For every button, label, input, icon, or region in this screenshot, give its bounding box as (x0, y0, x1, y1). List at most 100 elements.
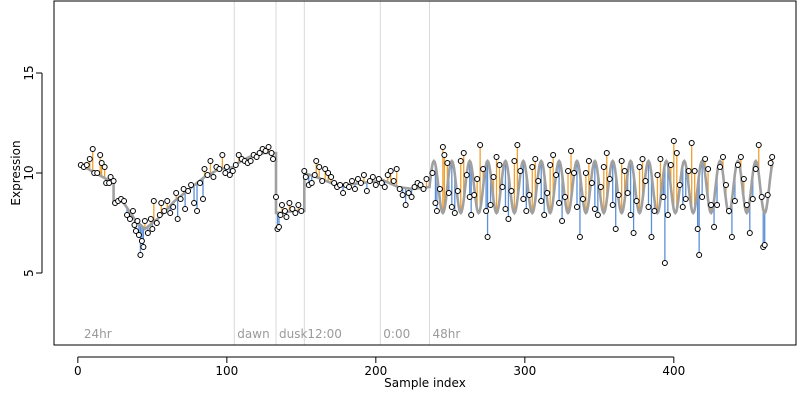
data-point (660, 194, 667, 200)
data-point (547, 162, 554, 168)
data-point (156, 212, 163, 218)
data-point (740, 176, 747, 182)
data-point (471, 192, 478, 198)
annotation-label: 48hr (432, 327, 460, 341)
data-point (372, 182, 379, 188)
data-point (101, 164, 108, 170)
data-point (182, 206, 189, 212)
data-point (517, 168, 524, 174)
data-point (627, 212, 634, 218)
data-point (514, 142, 521, 148)
data-point (289, 206, 296, 212)
data-point (399, 192, 406, 198)
data-point (405, 190, 412, 196)
y-tick-label: 5 (22, 269, 36, 277)
data-point (199, 196, 206, 202)
data-point (147, 216, 154, 222)
data-point (636, 164, 643, 170)
data-point (511, 158, 518, 164)
data-point (764, 192, 771, 198)
data-point (369, 174, 376, 180)
data-point (188, 182, 195, 188)
data-point (609, 202, 616, 208)
data-point (256, 150, 263, 156)
data-point (110, 178, 117, 184)
data-point (429, 170, 436, 176)
x-tick-label: 0 (74, 364, 82, 378)
data-point (423, 176, 430, 182)
data-point (448, 204, 455, 210)
data-point (375, 176, 382, 182)
data-point (226, 172, 233, 178)
data-point (550, 152, 557, 158)
data-point (457, 158, 464, 164)
data-point (758, 194, 765, 200)
data-point (474, 176, 481, 182)
annotation-label: dusk (279, 327, 307, 341)
data-point (538, 198, 545, 204)
data-point (579, 196, 586, 202)
data-point (153, 220, 160, 226)
fit-lines (80, 151, 774, 231)
data-point (363, 188, 370, 194)
data-point (216, 166, 223, 172)
annotation-labels: 24hr dawn dusk 12:00 0:00 48hr (84, 327, 461, 341)
data-point (433, 208, 440, 214)
data-point (441, 152, 448, 158)
y-axis-label: Expression (9, 140, 23, 205)
data-point (191, 200, 198, 206)
annotation-vlines (233, 1, 430, 345)
data-point (161, 208, 168, 214)
data-point (381, 184, 388, 190)
data-point (134, 218, 141, 224)
data-point (325, 170, 332, 176)
data-point (654, 172, 661, 178)
data-point (194, 208, 201, 214)
data-point (731, 198, 738, 204)
data-point (559, 218, 566, 224)
data-point (378, 180, 385, 186)
data-point (576, 234, 583, 240)
data-point (86, 156, 93, 162)
data-point (688, 140, 695, 146)
data-point (529, 164, 536, 170)
data-point (316, 164, 323, 170)
data-point (702, 156, 709, 162)
data-point (618, 158, 625, 164)
data-point (402, 202, 409, 208)
data-point (565, 168, 572, 174)
data-point (124, 212, 131, 218)
data-point (247, 158, 254, 164)
data-point (340, 190, 347, 196)
data-point (535, 178, 542, 184)
data-point (436, 186, 443, 192)
data-point (319, 178, 326, 184)
data-point (311, 172, 318, 178)
data-point (664, 212, 671, 218)
data-point (642, 178, 649, 184)
data-point (265, 144, 272, 150)
data-point (460, 150, 467, 156)
data-point (568, 148, 575, 154)
data-point (393, 166, 400, 172)
data-point (600, 164, 607, 170)
data-point (670, 138, 677, 144)
x-tick-label: 300 (513, 364, 536, 378)
data-point (138, 238, 145, 244)
data-point (223, 164, 230, 170)
data-point (719, 154, 726, 160)
data-point (582, 170, 589, 176)
data-point (107, 174, 114, 180)
data-point (761, 242, 768, 248)
data-point (232, 162, 239, 168)
data-point (302, 174, 309, 180)
data-point (150, 198, 157, 204)
data-point (140, 244, 147, 250)
data-point (755, 142, 762, 148)
data-point (277, 212, 284, 218)
data-point (387, 168, 394, 174)
data-point (520, 196, 527, 202)
data-point (502, 206, 509, 212)
data-point (451, 210, 458, 216)
